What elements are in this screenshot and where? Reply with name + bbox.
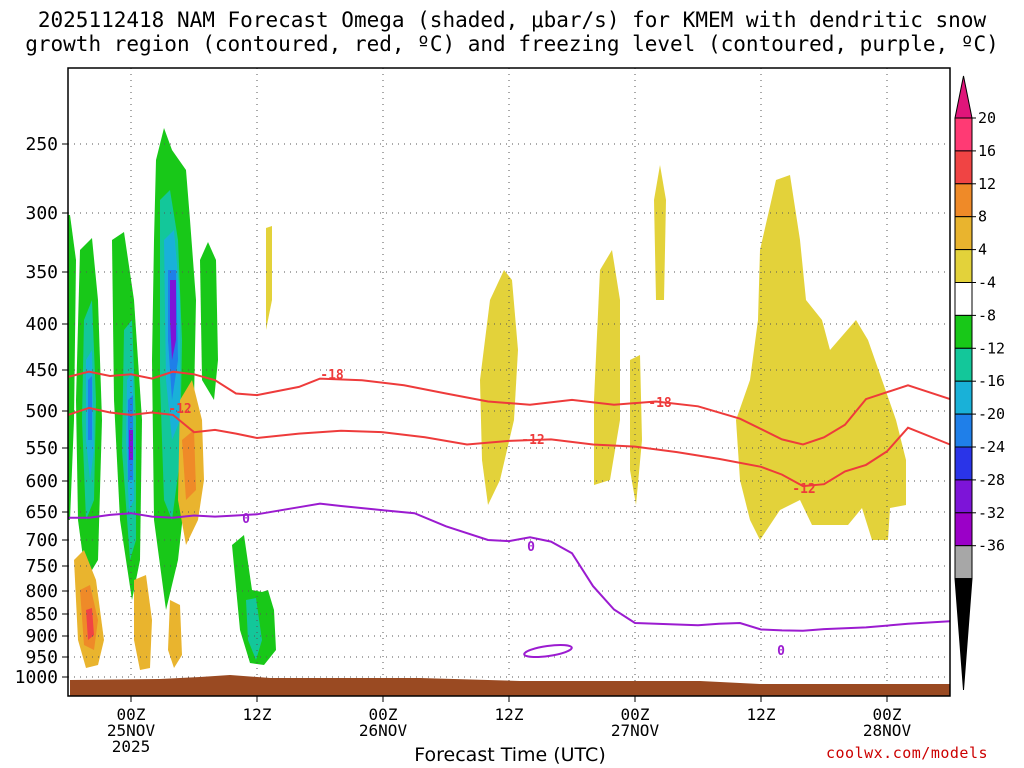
contour-label-5: 0 [242, 512, 250, 527]
x-date-label-30: 26NOV [359, 721, 408, 740]
omega-region-28 [630, 355, 642, 505]
omega-region-30 [736, 175, 906, 540]
contour-label-6: 0 [527, 540, 535, 555]
contour-label-2: -18 [648, 396, 672, 411]
colorbar-segment-4 [954, 249, 973, 284]
y-axis: 2503003504004505005506006507007508008509… [15, 134, 68, 688]
colorbar-label-4: 4 [978, 241, 987, 259]
contour-label-3: -12 [521, 433, 544, 448]
colorbar-label-5: -4 [978, 274, 996, 292]
colorbar-segment-11 [954, 479, 973, 514]
x-tick-label-30: 00Z [369, 705, 398, 724]
y-tick-label-250: 250 [25, 134, 58, 155]
y-tick-label-950: 950 [25, 647, 58, 668]
contour-label-1: -12 [168, 402, 191, 417]
colorbar-segment-9 [954, 413, 973, 448]
colorbar-label-1: 16 [978, 142, 996, 160]
contour--12-1 [67, 406, 951, 488]
omega-region-9 [246, 598, 262, 660]
y-tick-label-700: 700 [25, 530, 58, 551]
colorbar-label-0: 20 [978, 109, 996, 127]
colorbar-segment-7 [954, 347, 973, 382]
x-tick-label-66: 12Z [747, 705, 776, 724]
omega-region-0 [68, 215, 76, 520]
contour-label-0: -18 [320, 368, 344, 383]
colorbar-segment-3 [954, 216, 973, 251]
omega-region-20 [168, 600, 182, 668]
omega-region-26 [480, 270, 518, 505]
x-tick-label-6: 00Z [117, 705, 146, 724]
y-tick-label-500: 500 [25, 401, 58, 422]
freezing-closed-contour [523, 644, 573, 658]
omega-shaded-regions [68, 128, 906, 670]
colorbar-segment-1 [954, 150, 973, 185]
y-tick-label-600: 600 [25, 471, 58, 492]
colorbar-label-3: 8 [978, 208, 987, 226]
colorbar-label-10: -24 [978, 438, 1005, 456]
contour-0-2 [68, 502, 951, 632]
colorbar-label-2: 12 [978, 175, 996, 193]
x-axis-label: Forecast Time (UTC) [414, 744, 606, 766]
colorbar-label-11: -28 [978, 471, 1005, 489]
y-tick-label-850: 850 [25, 604, 58, 625]
colorbar-bottom-cap [954, 578, 973, 691]
colorbar-label-7: -12 [978, 339, 1005, 357]
colorbar-segment-5 [954, 282, 973, 316]
omega-region-23 [182, 430, 196, 500]
y-tick-label-400: 400 [25, 314, 58, 335]
x-date-label-6: 25NOV [107, 721, 156, 740]
terrain-fill [70, 675, 950, 696]
omega-region-24 [86, 608, 94, 640]
omega-region-19 [134, 575, 152, 670]
colorbar-label-13: -36 [978, 537, 1005, 555]
x-tick-label-54: 00Z [621, 705, 650, 724]
colorbar-segment-2 [954, 183, 973, 218]
x-tick-label-18: 12Z [243, 705, 272, 724]
site-credit[interactable]: coolwx.com/models [826, 744, 989, 762]
omega-region-25 [266, 226, 272, 330]
x-date-label-78: 28NOV [863, 721, 912, 740]
y-tick-label-650: 650 [25, 502, 58, 523]
omega-region-16 [170, 280, 176, 360]
colorbar-label-9: -20 [978, 405, 1005, 423]
omega-region-27 [594, 250, 620, 485]
y-tick-label-1000: 1000 [15, 667, 58, 688]
x-tick-label-42: 12Z [495, 705, 524, 724]
temperature-contours [67, 370, 951, 658]
omega-region-4 [200, 242, 218, 400]
colorbar-segment-13 [954, 545, 973, 580]
omega-region-29 [654, 165, 666, 300]
contour--18-0 [67, 370, 951, 446]
y-tick-label-550: 550 [25, 438, 58, 459]
y-tick-label-800: 800 [25, 581, 58, 602]
chart-title-line-1: 2025112418 NAM Forecast Omega (shaded, μ… [37, 8, 987, 32]
colorbar-label-12: -32 [978, 504, 1005, 522]
y-tick-label-750: 750 [25, 556, 58, 577]
colorbar-label-8: -16 [978, 372, 1005, 390]
colorbar-label-6: -8 [978, 306, 996, 324]
colorbar-top-cap [954, 75, 973, 119]
y-tick-label-350: 350 [25, 262, 58, 283]
omega-region-17 [129, 430, 133, 460]
y-tick-label-300: 300 [25, 203, 58, 224]
colorbar-segment-10 [954, 446, 973, 481]
colorbar-segment-12 [954, 512, 973, 547]
colorbar-segment-6 [954, 314, 973, 349]
chart-title-line-2: growth region (contoured, red, ºC) and f… [25, 32, 999, 56]
y-tick-label-450: 450 [25, 360, 58, 381]
colorbar: 20 16 12 8 4 -4 -8 -12 -16 -20 -24 -28 -32 -36 [954, 75, 1005, 691]
contour-label-4: -12 [792, 482, 815, 497]
x-tick-label-78: 00Z [873, 705, 902, 724]
terrain-ground [70, 675, 950, 696]
colorbar-segment-8 [954, 380, 973, 415]
colorbar-segment-0 [954, 117, 973, 152]
x-year-label-6: 2025 [112, 737, 151, 756]
x-date-label-54: 27NOV [611, 721, 660, 740]
contour-label-7: 0 [777, 644, 785, 659]
contour-labels: -18 -12 -18 -12 -12 0 0 0 [168, 368, 815, 659]
y-tick-label-900: 900 [25, 626, 58, 647]
